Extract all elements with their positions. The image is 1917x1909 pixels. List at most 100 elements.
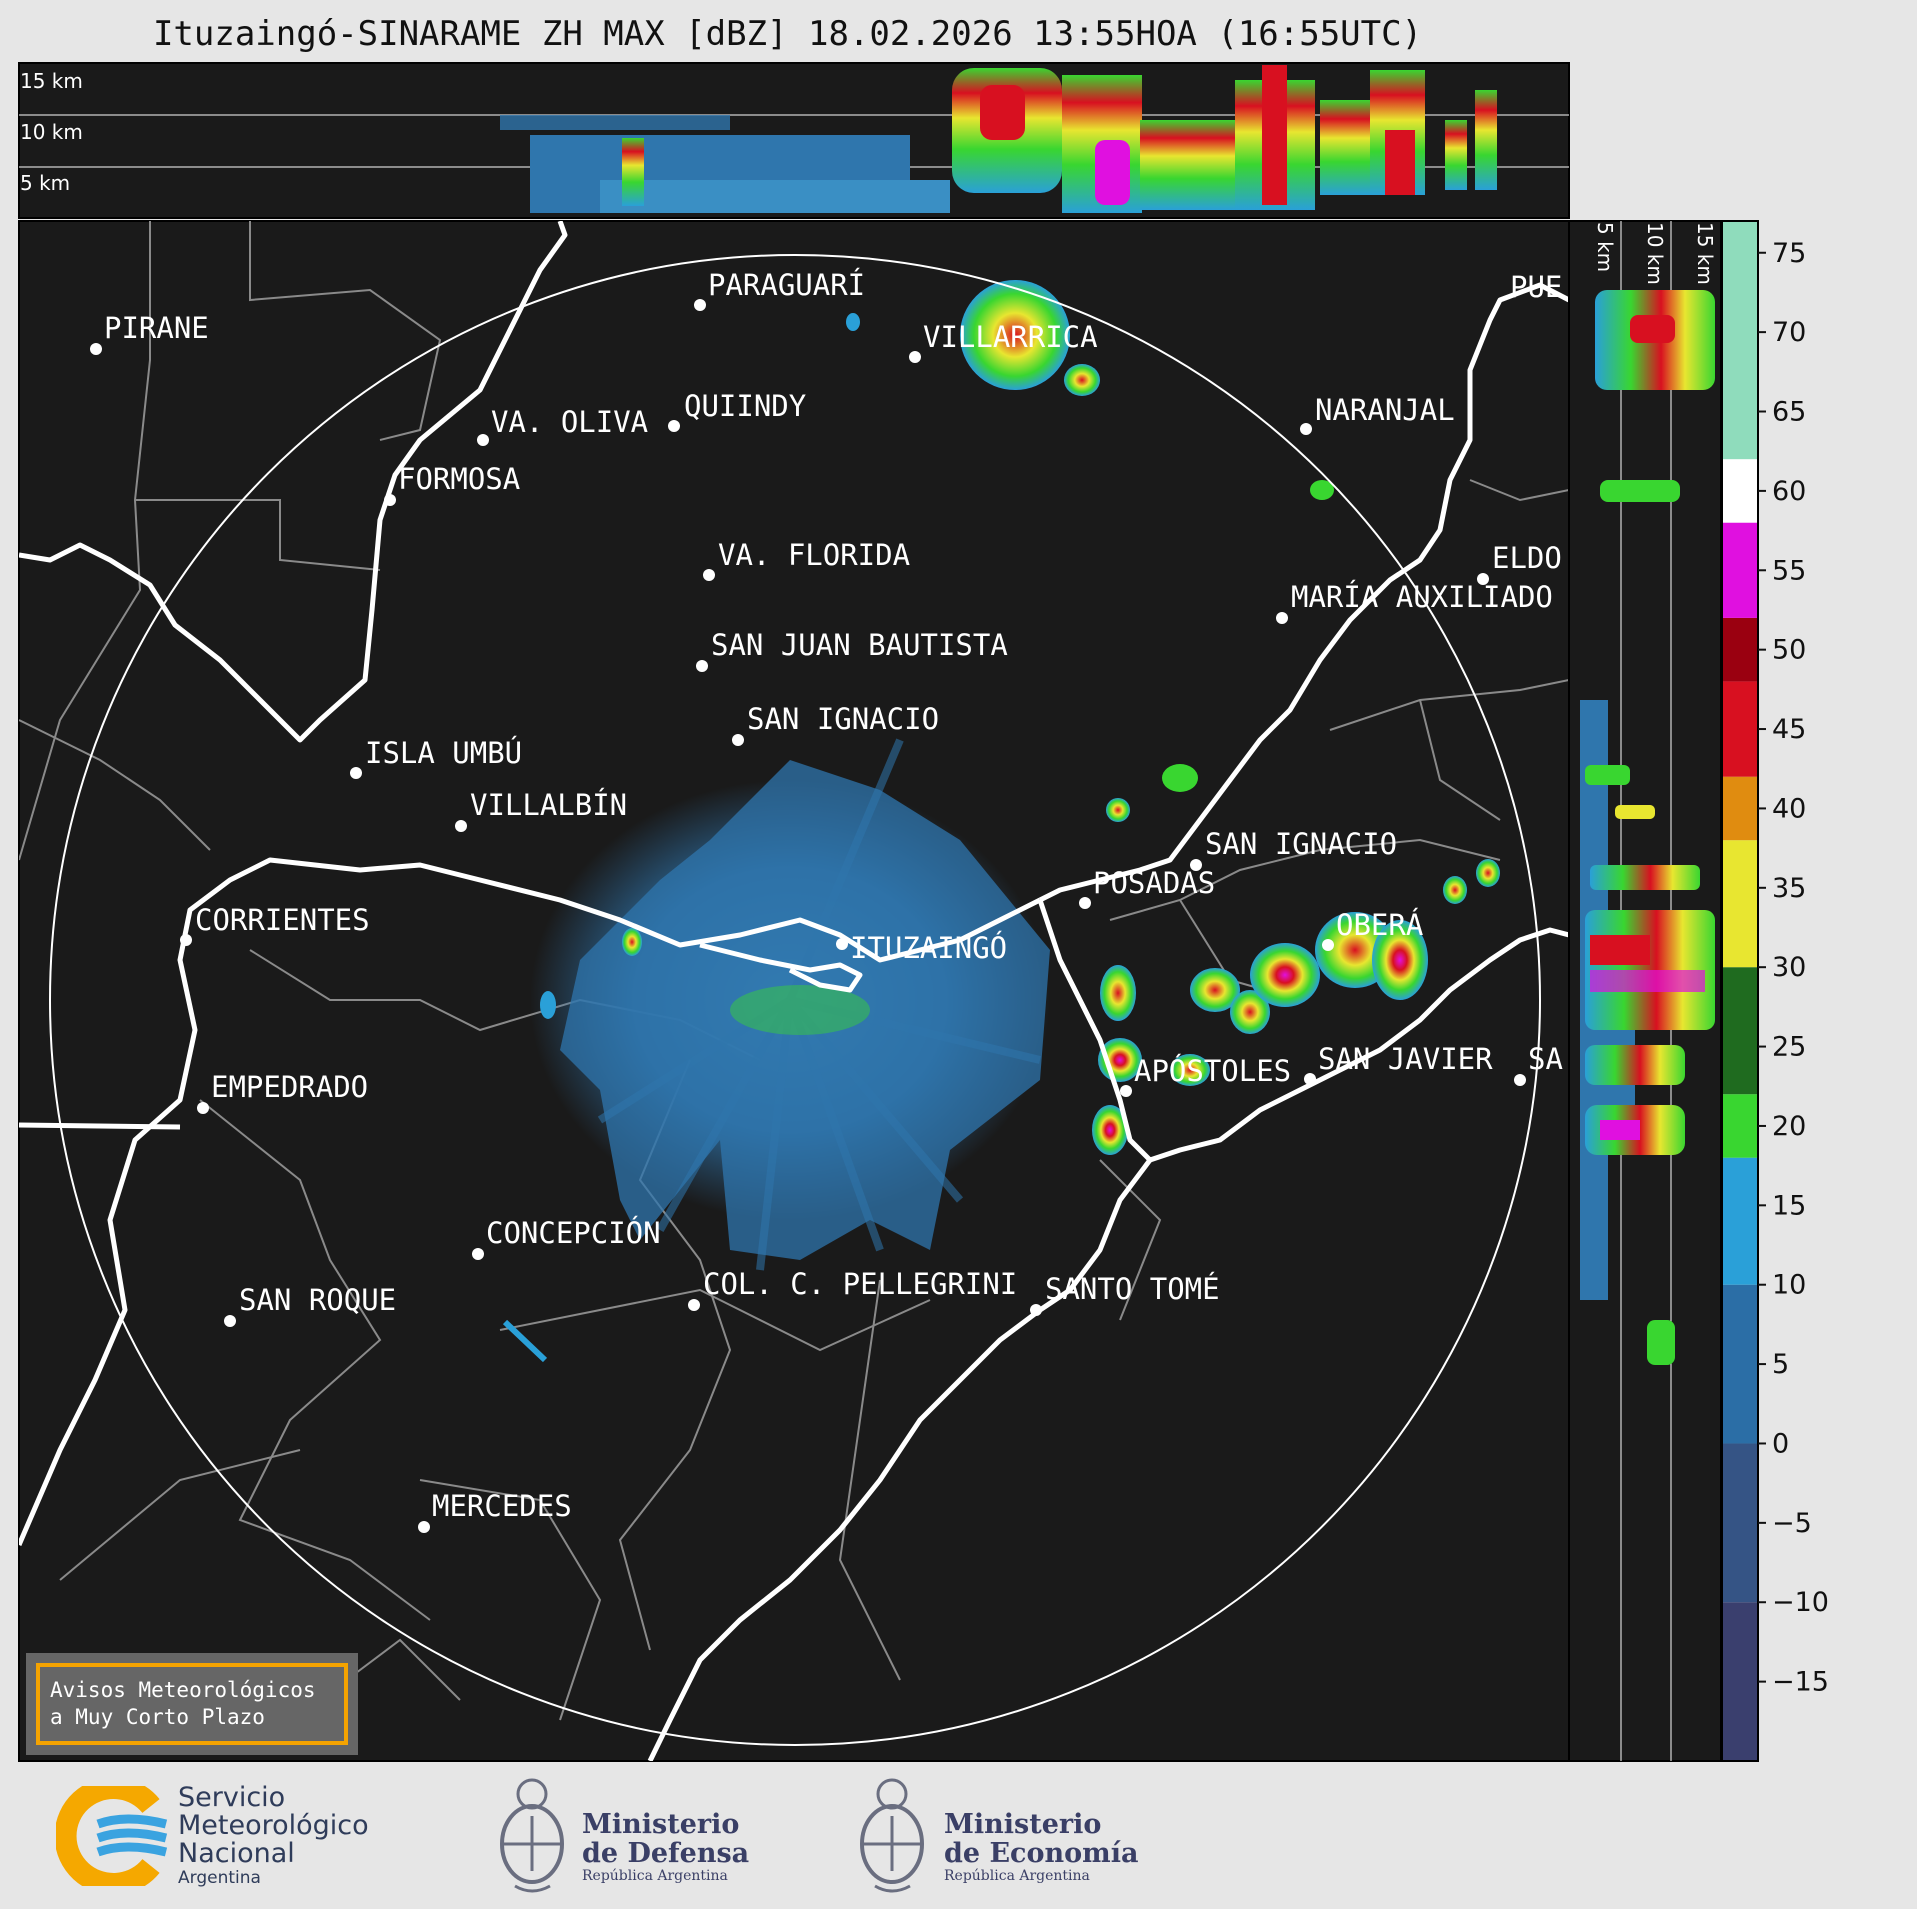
- city-label: APÓSTOLES: [1134, 1054, 1291, 1088]
- top-altitude-label: 15 km: [20, 69, 83, 93]
- coat-of-arms-icon: [500, 1778, 564, 1893]
- storm-cell: [1310, 480, 1334, 500]
- city-label: COL. C. PELLEGRINI: [703, 1267, 1017, 1301]
- colorbar-tick-label: −15: [1772, 1667, 1829, 1698]
- echo-green-speckle: [730, 985, 870, 1035]
- top-profile-storm-core: [1095, 140, 1130, 205]
- smn-logo-wave: [96, 1842, 168, 1857]
- warning-line-1: Avisos Meteorológicos: [50, 1678, 316, 1702]
- echo-ray: [597, 996, 793, 1124]
- storm-cell: [1162, 764, 1198, 792]
- city-marker-mercedes: [418, 1521, 430, 1533]
- city-label: MERCEDES: [432, 1489, 572, 1523]
- top-profile-storm: [1475, 90, 1497, 190]
- defensa-text: Ministerio de Defensa República Argentin…: [582, 1810, 749, 1884]
- colorbar-band: [1722, 617, 1758, 682]
- city-label: VILLALBÍN: [470, 788, 627, 822]
- colorbar-band: [1722, 221, 1758, 460]
- colorbar-band: [1722, 1094, 1758, 1158]
- city-label: PARAGUARÍ: [708, 268, 865, 302]
- smn-logo-arc: [54, 1777, 160, 1895]
- seal-sun: [516, 1778, 548, 1810]
- warning-box[interactable]: Avisos Meteorológicos a Muy Corto Plazo: [26, 1653, 358, 1755]
- smn-logo-wave: [96, 1828, 168, 1843]
- top-altitude-label: 10 km: [20, 120, 83, 144]
- river-uruguay: [1037, 899, 1569, 1163]
- top-profile-storm-core: [1385, 130, 1415, 195]
- colorbar-tick-label: −10: [1772, 1587, 1829, 1618]
- seal-ribbon: [514, 1884, 551, 1893]
- seal-oval: [860, 1804, 924, 1884]
- city-marker-maria-auxiliadora: [1276, 612, 1288, 624]
- map-panel: PIRANE PARAGUARÍ VILLARRICA VA. OLIVA QU…: [18, 220, 1570, 1762]
- warning-link[interactable]: Avisos Meteorológicos a Muy Corto Plazo: [36, 1663, 348, 1745]
- colorbar-tick-label: 30: [1772, 952, 1806, 983]
- city-marker-paraguari: [694, 299, 706, 311]
- side-profile-storm-core: [1630, 315, 1675, 343]
- colorbar-band: [1722, 1602, 1758, 1761]
- city-marker-eldo: [1477, 573, 1489, 585]
- economia-line-1: Ministerio: [944, 1809, 1102, 1840]
- defensa-line-1: Ministerio: [582, 1809, 740, 1840]
- colorbar-tick-label: 75: [1772, 238, 1806, 269]
- city-marker-santo-tome: [1030, 1304, 1042, 1316]
- city-markers: [90, 299, 1526, 1533]
- smn-line-4: Argentina: [178, 1868, 261, 1888]
- chart-title: Ituzaingó-SINARAME ZH MAX [dBZ] 18.02.20…: [152, 14, 1423, 54]
- colorbar-band: [1722, 681, 1758, 777]
- storm-cell: [1106, 798, 1130, 822]
- city-marker-quiindy: [668, 420, 680, 432]
- side-profile-storm: [1600, 480, 1680, 502]
- storm-cell: [1064, 364, 1100, 396]
- echo-field: [530, 738, 1050, 1271]
- boundary-line: [419, 1479, 602, 1721]
- colorbar-band: [1722, 1157, 1758, 1285]
- boundary-line: [135, 499, 381, 571]
- city-marker-posadas: [1079, 897, 1091, 909]
- city-label: MARÍA AUXILIADO: [1291, 580, 1553, 614]
- colorbar-tick-label: 45: [1772, 714, 1806, 745]
- side-profile-storm-core: [1590, 970, 1705, 992]
- top-profile-panel: 15 km 10 km 5 km: [18, 62, 1570, 219]
- economia-seal: [855, 1776, 930, 1896]
- side-profile-panel: 5 km 10 km 15 km: [1568, 220, 1722, 1762]
- side-profile-storm: [1647, 1320, 1675, 1365]
- city-marker-naranjal: [1300, 423, 1312, 435]
- economia-line-2: de Economía: [944, 1838, 1139, 1869]
- city-label: CONCEPCIÓN: [486, 1216, 661, 1250]
- city-label: SAN ROQUE: [239, 1283, 396, 1317]
- city-marker-empedrado: [197, 1102, 209, 1114]
- colorbar-segments: [1722, 221, 1758, 1761]
- coat-of-arms-icon: [860, 1778, 924, 1893]
- city-marker-sa: [1514, 1074, 1526, 1086]
- city-marker-villarrica: [909, 351, 921, 363]
- river-uruguay-south: [647, 1158, 1152, 1761]
- seal-oval: [500, 1804, 564, 1884]
- city-label: FORMOSA: [398, 462, 520, 496]
- colorbar-band: [1722, 776, 1758, 841]
- storm-cell: [1092, 1105, 1128, 1155]
- smn-logo-wave: [96, 1814, 168, 1829]
- colorbar-tick-label: 40: [1772, 793, 1806, 824]
- city-label: EMPEDRADO: [211, 1070, 368, 1104]
- city-label: SAN JUAN BAUTISTA: [711, 628, 1008, 662]
- storm-cell: [1100, 965, 1136, 1021]
- colorbar-tick-label: 15: [1772, 1190, 1806, 1221]
- city-marker-pirane: [90, 343, 102, 355]
- side-profile-storm: [1590, 865, 1700, 890]
- colorbar-tick-label: 0: [1772, 1428, 1789, 1459]
- colorbar-band: [1722, 967, 1758, 1095]
- river-parana-loop: [699, 942, 863, 993]
- echo-blob: [560, 760, 1050, 1260]
- colorbar-tick-label: 60: [1772, 476, 1806, 507]
- colorbar-band: [1722, 1284, 1758, 1444]
- colorbar-tick-label: 55: [1772, 555, 1806, 586]
- top-profile-storm: [1445, 120, 1467, 190]
- storm-cell: [1372, 920, 1428, 1000]
- footer: Servicio Meteorológico Nacional Argentin…: [0, 1762, 1917, 1909]
- city-label: VA. OLIVA: [491, 405, 648, 439]
- city-label: SA: [1528, 1042, 1563, 1076]
- colorbar-tick-label: 10: [1772, 1270, 1806, 1301]
